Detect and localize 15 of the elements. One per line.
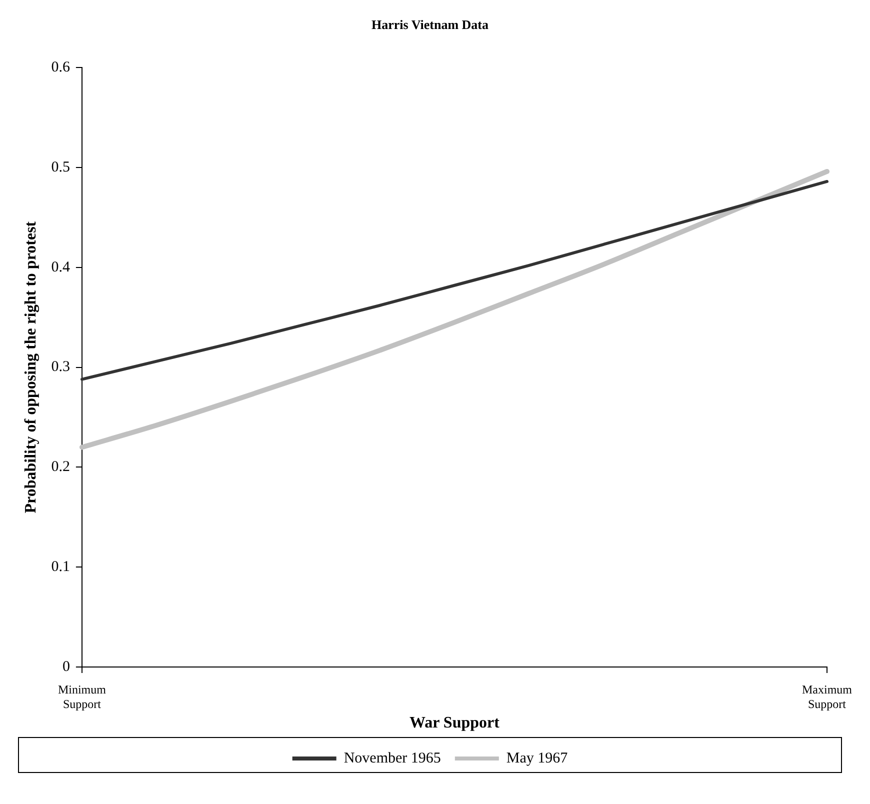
y-tick-label: 0 [62,658,70,675]
legend-label: May 1967 [506,750,568,766]
chart-title: Harris Vietnam Data [372,17,489,32]
y-tick-label: 0.6 [51,60,70,76]
y-tick-label: 0.4 [51,259,70,276]
line-series [80,180,828,381]
y-tick-label: 0.3 [51,359,70,376]
x-tick-label: Maximum Support [802,682,853,711]
y-axis-title: Probability of opposing the right to protest [22,220,40,514]
y-tick-label: 0.2 [51,459,70,476]
x-axis-title: War Support [410,714,500,732]
x-tick-label: Minimum Support [58,682,107,711]
y-tick-label: 0.1 [51,559,70,576]
legend-label: November 1965 [344,750,441,766]
y-tick-label: 0.5 [51,159,70,176]
